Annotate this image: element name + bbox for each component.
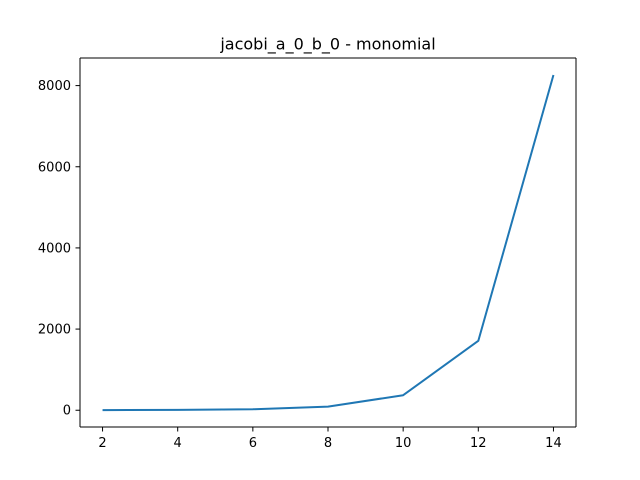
series-line-0	[102, 74, 555, 412]
plot-area: 2 4 6 8 10 12 14 0 2000 4000 6000 8000	[38, 57, 577, 451]
x-tick-label: 14	[545, 436, 562, 451]
y-tick-label: 4000	[38, 241, 71, 256]
x-tick-label: 8	[324, 436, 332, 451]
x-tick-label: 4	[174, 436, 182, 451]
y-tick-label: 0	[63, 404, 71, 419]
y-tick-label: 8000	[38, 79, 71, 94]
x-tick-label: 6	[249, 436, 257, 451]
y-tick-label: 6000	[38, 160, 71, 175]
y-tick-label: 2000	[38, 323, 71, 338]
x-tick-label: 10	[395, 436, 412, 451]
x-tick-label: 2	[98, 436, 106, 451]
chart-title: jacobi_a_0_b_0 - monomial	[219, 35, 435, 55]
x-tick-label: 12	[470, 436, 487, 451]
